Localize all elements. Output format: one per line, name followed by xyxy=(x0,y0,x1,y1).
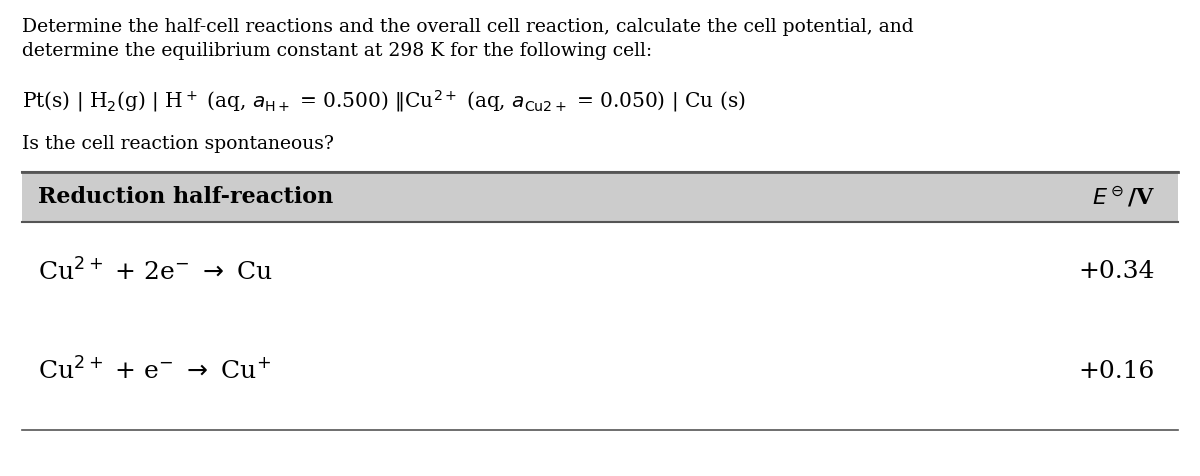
Text: determine the equilibrium constant at 298 K for the following cell:: determine the equilibrium constant at 29… xyxy=(22,42,652,60)
Text: Reduction half-reaction: Reduction half-reaction xyxy=(38,186,334,208)
Bar xyxy=(22,172,1178,222)
Text: Determine the half-cell reactions and the overall cell reaction, calculate the c: Determine the half-cell reactions and th… xyxy=(22,18,913,36)
Text: $E^\ominus$/V: $E^\ominus$/V xyxy=(1092,185,1154,209)
Text: Is the cell reaction spontaneous?: Is the cell reaction spontaneous? xyxy=(22,135,334,153)
Text: +0.34: +0.34 xyxy=(1079,260,1154,284)
Text: Pt(s) $|$ H$_2$(g) $|$ H$^+$ (aq, $a_\mathrm{H+}$ = 0.500) $\Vert$Cu$^{2+}$ (aq,: Pt(s) $|$ H$_2$(g) $|$ H$^+$ (aq, $a_\ma… xyxy=(22,88,745,114)
Text: Cu$^{2+}$ + 2e$^{-}$ $\rightarrow$ Cu: Cu$^{2+}$ + 2e$^{-}$ $\rightarrow$ Cu xyxy=(38,258,272,286)
Text: Cu$^{2+}$ + e$^{-}$ $\rightarrow$ Cu$^{+}$: Cu$^{2+}$ + e$^{-}$ $\rightarrow$ Cu$^{+… xyxy=(38,357,271,385)
Text: +0.16: +0.16 xyxy=(1079,359,1154,383)
